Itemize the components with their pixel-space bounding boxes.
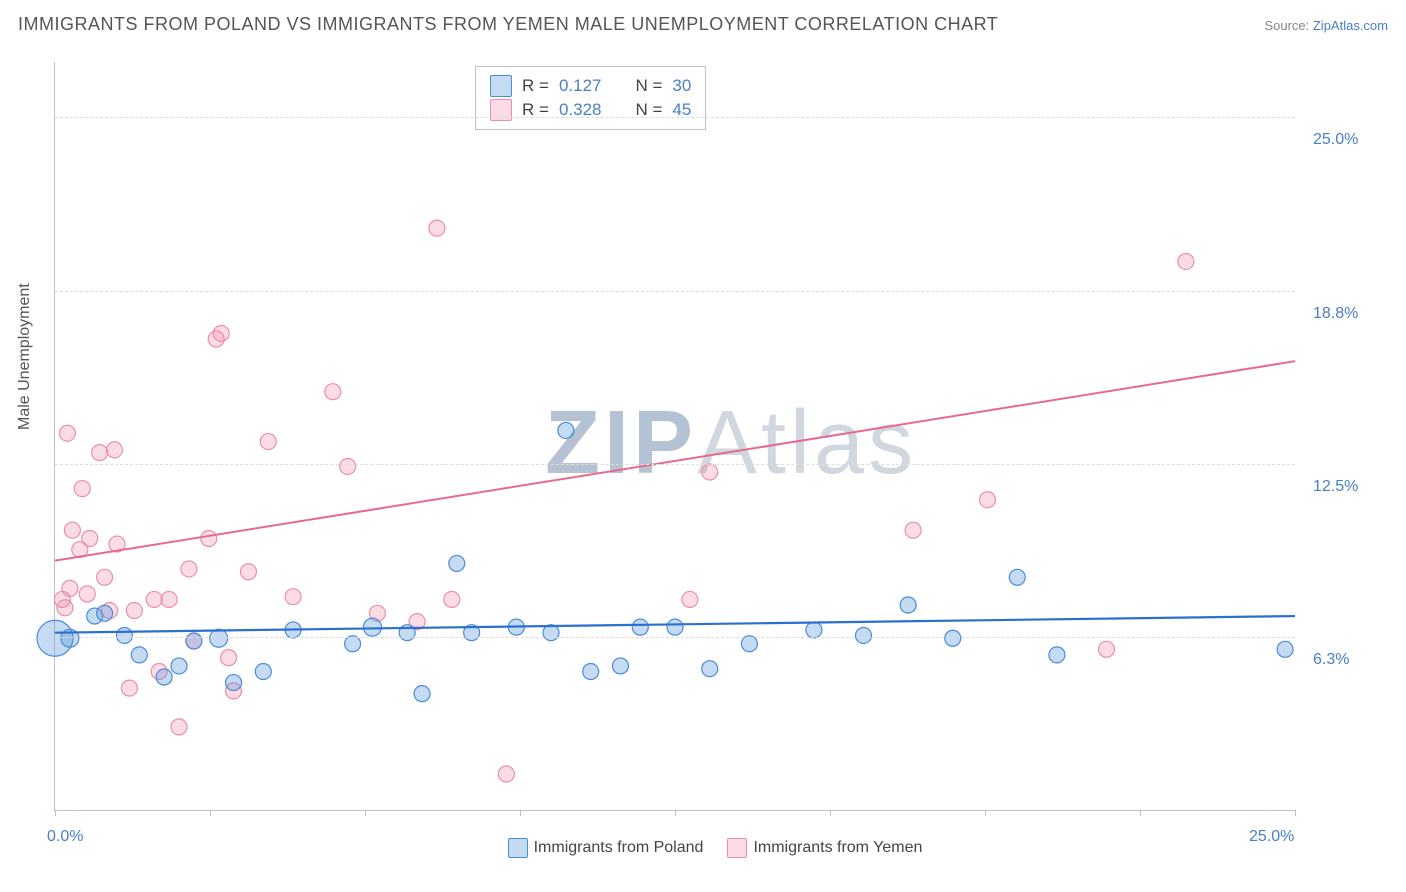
data-point-poland	[945, 630, 961, 646]
y-tick-label: 12.5%	[1313, 478, 1358, 496]
data-point-poland	[612, 658, 628, 674]
data-point-poland	[97, 605, 113, 621]
data-point-poland	[255, 663, 271, 679]
data-point-yemen	[171, 719, 187, 735]
data-point-yemen	[92, 445, 108, 461]
data-point-yemen	[325, 384, 341, 400]
data-point-poland	[632, 619, 648, 635]
data-point-yemen	[702, 464, 718, 480]
data-point-poland	[210, 629, 228, 647]
data-point-poland	[449, 555, 465, 571]
data-point-yemen	[221, 650, 237, 666]
data-point-poland	[558, 422, 574, 438]
data-point-poland	[171, 658, 187, 674]
y-tick-label: 6.3%	[1313, 651, 1349, 669]
data-point-poland	[1049, 647, 1065, 663]
data-point-yemen	[74, 481, 90, 497]
data-point-poland	[363, 618, 381, 636]
x-tick-mark	[1295, 810, 1296, 816]
x-tick-mark	[1140, 810, 1141, 816]
data-point-yemen	[285, 589, 301, 605]
legend-swatch-poland	[508, 838, 528, 858]
data-point-poland	[741, 636, 757, 652]
correlation-legend: R =0.127N =30R =0.328N =45	[475, 66, 706, 130]
data-point-poland	[1277, 641, 1293, 657]
data-point-yemen	[107, 442, 123, 458]
data-point-yemen	[82, 531, 98, 547]
data-point-poland	[226, 675, 242, 691]
data-point-yemen	[498, 766, 514, 782]
source-link[interactable]: ZipAtlas.com	[1313, 18, 1388, 33]
legend-swatch-yemen	[727, 838, 747, 858]
data-point-yemen	[121, 680, 137, 696]
x-tick-mark	[830, 810, 831, 816]
data-point-poland	[900, 597, 916, 613]
gridline	[55, 291, 1295, 292]
gridline	[55, 464, 1295, 465]
data-point-yemen	[126, 603, 142, 619]
x-tick-mark	[365, 810, 366, 816]
data-point-yemen	[905, 522, 921, 538]
legend-label-poland: Immigrants from Poland	[534, 839, 704, 856]
r-value-poland: 0.127	[559, 76, 602, 96]
data-point-yemen	[59, 425, 75, 441]
data-point-yemen	[429, 220, 445, 236]
data-point-yemen	[62, 580, 78, 596]
data-point-yemen	[340, 458, 356, 474]
data-point-poland	[806, 622, 822, 638]
data-point-yemen	[181, 561, 197, 577]
x-tick-mark	[985, 810, 986, 816]
data-point-yemen	[146, 591, 162, 607]
data-point-yemen	[979, 492, 995, 508]
source-prefix: Source:	[1264, 18, 1312, 33]
legend-swatch-poland	[490, 75, 512, 97]
data-point-poland	[702, 661, 718, 677]
x-tick-mark	[210, 810, 211, 816]
data-point-yemen	[1178, 253, 1194, 269]
data-point-poland	[186, 633, 202, 649]
data-point-yemen	[201, 531, 217, 547]
data-point-yemen	[1099, 641, 1115, 657]
plot-area: ZIPAtlas R =0.127N =30R =0.328N =45 6.3%…	[54, 62, 1295, 811]
correlation-row-poland: R = 0.127 N = 30	[490, 75, 691, 97]
data-point-poland	[414, 686, 430, 702]
data-point-yemen	[64, 522, 80, 538]
data-point-poland	[667, 619, 683, 635]
data-point-yemen	[79, 586, 95, 602]
data-point-yemen	[57, 600, 73, 616]
data-point-yemen	[682, 591, 698, 607]
data-point-poland	[1009, 569, 1025, 585]
gridline	[55, 117, 1295, 118]
scatter-svg	[55, 62, 1295, 810]
y-axis-title: Male Unemployment	[16, 283, 34, 430]
data-point-yemen	[240, 564, 256, 580]
data-point-poland	[583, 663, 599, 679]
series-legend: Immigrants from Poland Immigrants from Ye…	[0, 838, 1406, 858]
y-tick-label: 25.0%	[1313, 131, 1358, 149]
data-point-poland	[156, 669, 172, 685]
y-tick-label: 18.8%	[1313, 305, 1358, 323]
gridline	[55, 637, 1295, 638]
x-tick-mark	[675, 810, 676, 816]
x-tick-mark	[520, 810, 521, 816]
data-point-poland	[131, 647, 147, 663]
data-point-yemen	[260, 434, 276, 450]
chart-title: IMMIGRANTS FROM POLAND VS IMMIGRANTS FRO…	[18, 14, 998, 35]
legend-label-yemen: Immigrants from Yemen	[753, 839, 922, 856]
data-point-poland	[345, 636, 361, 652]
r-label: R =	[522, 76, 549, 96]
data-point-yemen	[444, 591, 460, 607]
data-point-yemen	[161, 591, 177, 607]
source-credit: Source: ZipAtlas.com	[1264, 18, 1388, 33]
data-point-yemen	[213, 325, 229, 341]
data-point-poland	[116, 627, 132, 643]
data-point-poland	[855, 627, 871, 643]
n-value-poland: 30	[672, 76, 691, 96]
trend-line-yemen	[55, 361, 1295, 560]
data-point-yemen	[97, 569, 113, 585]
n-label: N =	[635, 76, 662, 96]
x-tick-mark	[55, 810, 56, 816]
